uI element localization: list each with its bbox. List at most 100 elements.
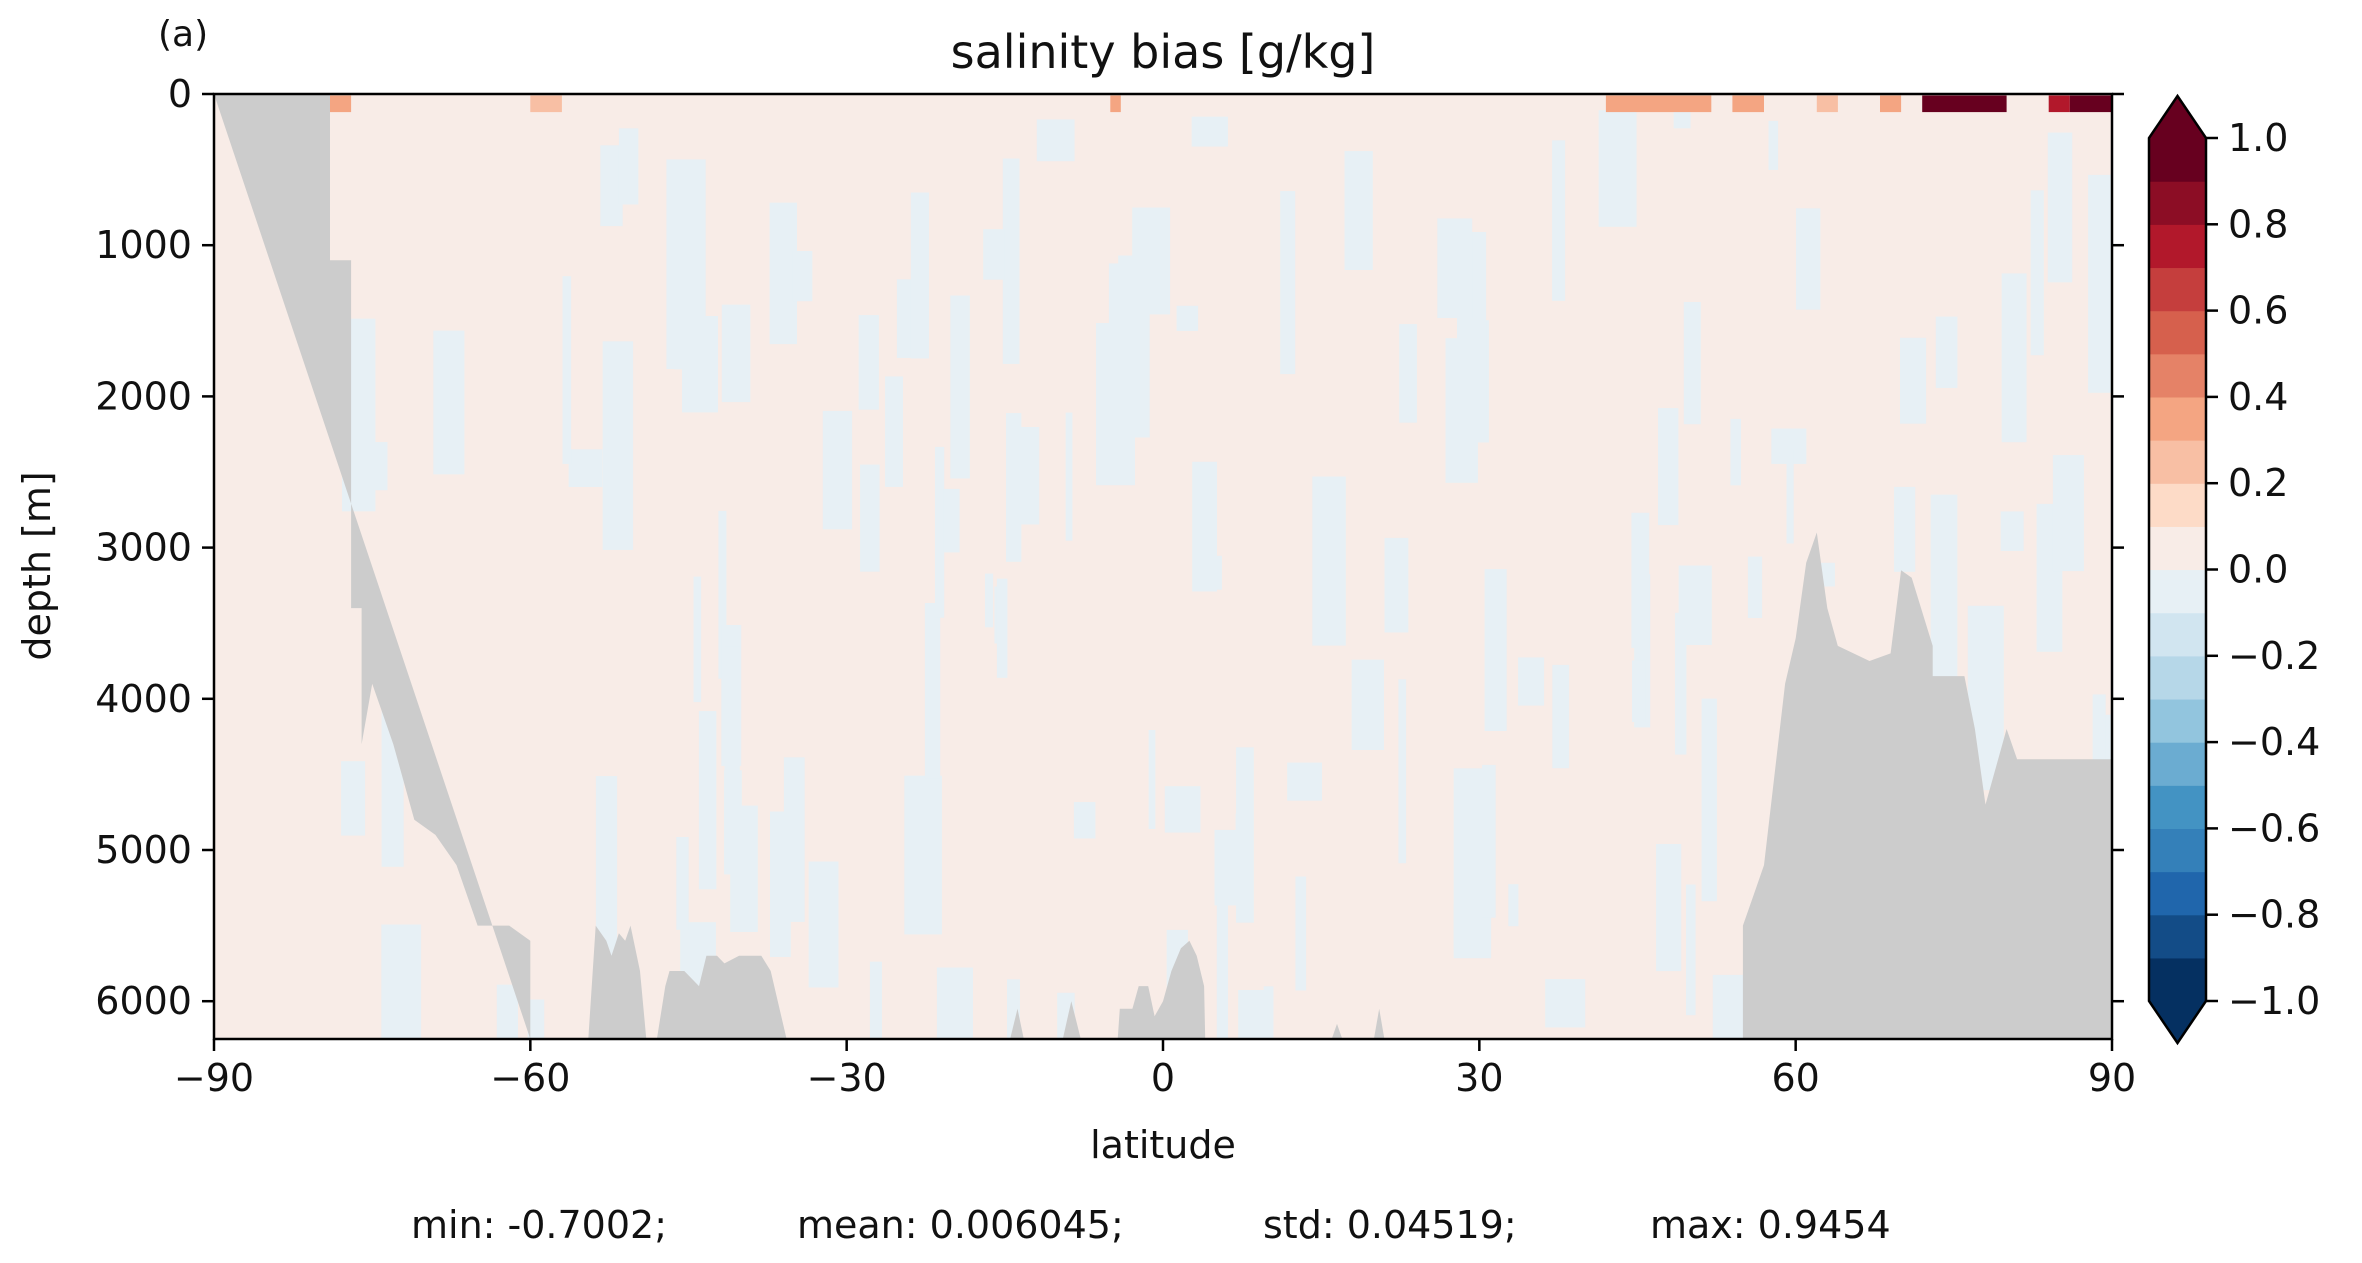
bias-patch: [1176, 305, 1199, 331]
bias-patch: [1730, 418, 1741, 486]
colorbar-segment: [2149, 310, 2206, 355]
bias-patch: [808, 861, 839, 988]
bias-patch: [1675, 612, 1687, 755]
x-axis-label: latitude: [1090, 1123, 1236, 1167]
y-tick-label: 6000: [95, 979, 192, 1023]
colorbar-segment: [2149, 440, 2206, 484]
bias-patch: [1192, 461, 1217, 592]
colorbar-segment: [2149, 181, 2206, 225]
x-tick-label: 60: [1771, 1056, 1819, 1100]
bias-patch: [1768, 120, 1779, 170]
colorbar-over-extension: [2149, 96, 2206, 138]
y-tick-label: 5000: [95, 828, 192, 872]
colorbar-tick-label: 0.6: [2228, 289, 2288, 333]
bias-patch: [1894, 486, 1916, 572]
colorbar-tick-label: −0.8: [2228, 893, 2320, 937]
stat-std: std: 0.04519;: [1263, 1203, 1517, 1247]
surface-bias-streak: [1605, 95, 1712, 113]
bias-patch: [1437, 218, 1473, 318]
land-mask: [214, 94, 2112, 1039]
y-tick-label: 2000: [95, 374, 192, 418]
bias-patch: [1747, 556, 1763, 618]
bias-patch: [985, 573, 994, 628]
x-tick-label: −60: [490, 1056, 570, 1100]
bias-patch: [1132, 207, 1171, 315]
colorbar-segment: [2149, 138, 2206, 182]
bias-patch: [1164, 786, 1201, 833]
colorbar-segment: [2149, 828, 2206, 873]
colorbar-tick-label: −0.2: [2228, 634, 2320, 678]
bias-patch: [1484, 569, 1507, 731]
bias-patch: [943, 488, 960, 553]
bias-patch: [1236, 747, 1254, 923]
y-tick-label: 1000: [95, 223, 192, 267]
bias-patch: [2000, 511, 2024, 551]
x-tick-label: −30: [807, 1056, 887, 1100]
bias-patch: [1344, 151, 1373, 270]
bias-patch: [1007, 979, 1020, 1039]
bias-patch: [381, 924, 422, 1039]
colorbar-segment: [2149, 914, 2206, 959]
colorbar-segment: [2149, 655, 2206, 700]
colorbar-segment: [2149, 353, 2206, 398]
bias-field-patches: [330, 95, 2112, 1039]
bias-patch: [1036, 119, 1075, 162]
bias-patch: [1658, 408, 1679, 526]
land-south: [214, 94, 531, 1039]
surface-bias-streak: [1880, 95, 1902, 113]
colorbar-tick-label: 0.4: [2228, 375, 2288, 419]
x-tick-label: −90: [174, 1056, 254, 1100]
bias-patch: [718, 510, 727, 679]
bias-patch: [769, 202, 797, 345]
bias-patch: [618, 128, 639, 205]
bias-patch: [1632, 660, 1646, 722]
colorbar-tick-label: −1.0: [2228, 979, 2320, 1023]
y-axis: 0 1000 2000 3000 4000 5000 6000: [95, 72, 2124, 1023]
stat-mean: mean: 0.006045;: [797, 1203, 1124, 1247]
bias-patch: [950, 295, 970, 479]
surface-bias-streak: [1922, 95, 2007, 113]
stat-max: max: 0.9454: [1650, 1203, 1891, 1247]
bias-patch: [562, 276, 572, 464]
colorbar: 1.0 0.8 0.6 0.4 0.2 0.0 −0.2 −0.4 −0.6 −0.8 −1.0: [2147, 93, 2320, 1046]
y-tick-label: 3000: [95, 526, 192, 570]
bias-patch: [1148, 730, 1156, 829]
colorbar-segment: [2149, 698, 2206, 743]
bias-patch: [2001, 273, 2027, 443]
bias-patch: [1280, 191, 1296, 375]
land-seamount: [1373, 1008, 1385, 1039]
surface-bias-streak: [2048, 95, 2070, 113]
land-seamount: [1117, 940, 1206, 1039]
panel-label: (a): [158, 14, 208, 55]
surface-bias-streak: [2069, 95, 2112, 113]
bias-patch: [600, 145, 623, 227]
y-tick-label: 0: [168, 72, 192, 116]
colorbar-tick-label: 0.8: [2228, 202, 2288, 246]
bias-patch: [936, 967, 973, 1039]
bias-patch: [1016, 427, 1040, 525]
surface-bias-streak: [1110, 95, 1121, 113]
bias-patch: [341, 761, 366, 836]
bias-patch: [1631, 512, 1650, 648]
bias-patch: [698, 711, 717, 890]
land-north: [1742, 532, 2112, 1039]
colorbar-segment: [2149, 612, 2206, 657]
land-seamount: [1062, 1001, 1081, 1039]
bias-patch: [1701, 698, 1717, 902]
bias-patch: [2052, 455, 2084, 572]
bias-patch: [602, 341, 634, 550]
bias-patch: [1398, 679, 1407, 864]
bias-patch: [1216, 893, 1228, 1039]
bias-patch: [858, 315, 879, 410]
colorbar-tick-label: −0.4: [2228, 720, 2320, 764]
bias-patch: [693, 576, 702, 703]
bias-patch: [496, 984, 518, 1039]
bias-patch: [1287, 762, 1322, 801]
bias-patch: [924, 603, 941, 779]
bias-patch: [676, 837, 689, 930]
bias-patch: [904, 775, 942, 935]
bias-patch: [1552, 664, 1570, 769]
y-axis-label: depth [m]: [15, 471, 59, 660]
bias-patch: [1295, 876, 1307, 991]
